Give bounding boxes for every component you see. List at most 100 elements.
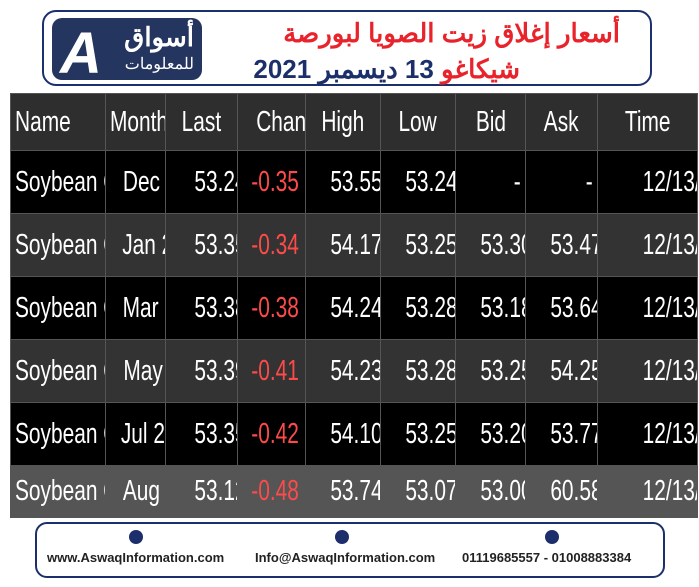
title-line1: أسعار إغلاق زيت الصويا لبورصة [283,18,620,48]
logo-main: أسواق [124,22,194,52]
data-row: Soybean Oil Dec 21 53.24s -0.35 53.55 53.24 - -… [10,150,698,214]
cell-text: 54.17 [330,228,381,261]
cell: Soybean Oil [10,213,106,277]
cell: Aug 22 [105,465,166,518]
cell-text: 53.47 [550,228,598,261]
data-row: Soybean Oil Jan 22 53.35s -0.34 54.17 53.25 53… [10,213,698,277]
cell-text: 53.35s [194,228,236,261]
cell-text: 54.23 [330,354,381,387]
cell: Soybean Oil [10,402,106,466]
cell-text: 54.10 [330,417,381,450]
phone-icon [545,530,559,544]
cell-text: Soybean Oil [15,291,105,324]
cell: Dec 21 [105,150,166,214]
cell: 53.12s [165,465,238,518]
cell-text: -0.42 [251,417,299,450]
logo-sub: للمعلومات [124,56,194,73]
cell-text: 53.55 [330,165,381,198]
cell-text: 12/13/2021 [642,228,697,261]
cell: Last [165,93,238,151]
cell: -0.38 [237,276,306,340]
cell: -0.34 [237,213,306,277]
phone: 01119685557 - 01008883384 [462,550,632,565]
cell-text: 53.30 [480,228,524,261]
cell: Month [105,93,166,151]
logo-mark: A [60,21,102,86]
cell: Bid [455,93,526,151]
cell-text: High [321,105,365,138]
cell: - [525,150,598,214]
cell-text: May 22 [123,354,164,387]
cell-text: Soybean Oil [15,228,105,261]
cell-text: 53.25 [480,354,524,387]
cell-text: 12/13/2021 [642,475,697,507]
cell: 53.55 [305,150,381,214]
cell: Soybean Oil [10,465,106,518]
cell-text: Change [256,105,306,138]
cell-text: 53.74 [330,475,381,507]
footer: www.AswaqInformation.com Info@AswaqInfor… [35,522,665,578]
cell: 53.07 [380,465,456,518]
web-icon [129,530,143,544]
cell-text: Soybean Oil [15,475,105,507]
cell: -0.35 [237,150,306,214]
cell: 53.77 [525,402,598,466]
cell: Name [10,93,106,151]
website: www.AswaqInformation.com [47,550,225,565]
cell-text: -0.38 [251,291,299,324]
cell-text: -0.34 [251,228,299,261]
cell: Mar 22 [105,276,166,340]
cell: 12/13/2021 [597,276,698,340]
cell-text: 53.07 [405,475,456,507]
cell-text: -0.48 [251,475,299,507]
cell: 53.38s [165,276,238,340]
price-table: Name Month Last Change High Low Bid Ask Time Soyb… [10,93,698,518]
cell-text: 53.18 [480,291,524,324]
cell: 53.30 [455,213,526,277]
cell-text: 53.28 [405,291,456,324]
cell-text: -0.41 [251,354,299,387]
cell: 12/13/2021 [597,339,698,403]
cell-text: 53.00 [480,475,524,507]
cell-text: - [514,165,521,198]
cell-text: Aug 22 [122,475,165,507]
cell: 12/13/2021 [597,150,698,214]
cell-text: Bid [475,105,506,138]
title-city: شيكاغو [441,54,520,84]
cell: 54.23 [305,339,381,403]
cell: Soybean Oil [10,276,106,340]
cell-text: Dec 21 [122,165,165,198]
cell-text: Mar 22 [122,291,165,324]
cell-text: 53.28 [405,354,456,387]
cell: - [455,150,526,214]
cell-text: 60.58 [550,475,598,507]
cell-text: 12/13/2021 [642,417,697,450]
cell: 53.64 [525,276,598,340]
data-row: Soybean Oil Jul 22 53.35s -0.42 54.10 53.25 53… [10,402,698,466]
cell: 54.10 [305,402,381,466]
cell: 53.24s [165,150,238,214]
data-row: Soybean Oil May 22 53.39s -0.41 54.23 53.28 53… [10,339,698,403]
cell: Low [380,93,456,151]
cell-text: 53.39s [194,354,236,387]
cell-text: 53.38s [194,291,236,324]
cell: 12/13/2021 [597,465,698,518]
cell: 12/13/2021 [597,402,698,466]
cell-text: 12/13/2021 [642,165,697,198]
cell-text: 54.24 [330,291,381,324]
cell-text: Time [624,105,671,138]
cell-text: 53.64 [550,291,598,324]
cell: 53.20 [455,402,526,466]
header: A أسواق للمعلومات أسعار إغلاق زيت الصويا… [42,10,652,86]
cell-text: Soybean Oil [15,417,105,450]
cell: -0.42 [237,402,306,466]
cell-text: Last [181,105,222,138]
cell: Ask [525,93,598,151]
cell: 53.25 [380,402,456,466]
cell-text: 53.24 [405,165,456,198]
cell: 12/13/2021 [597,213,698,277]
cell: 54.25 [525,339,598,403]
cell: Time [597,93,698,151]
cell-text: 12/13/2021 [642,291,697,324]
